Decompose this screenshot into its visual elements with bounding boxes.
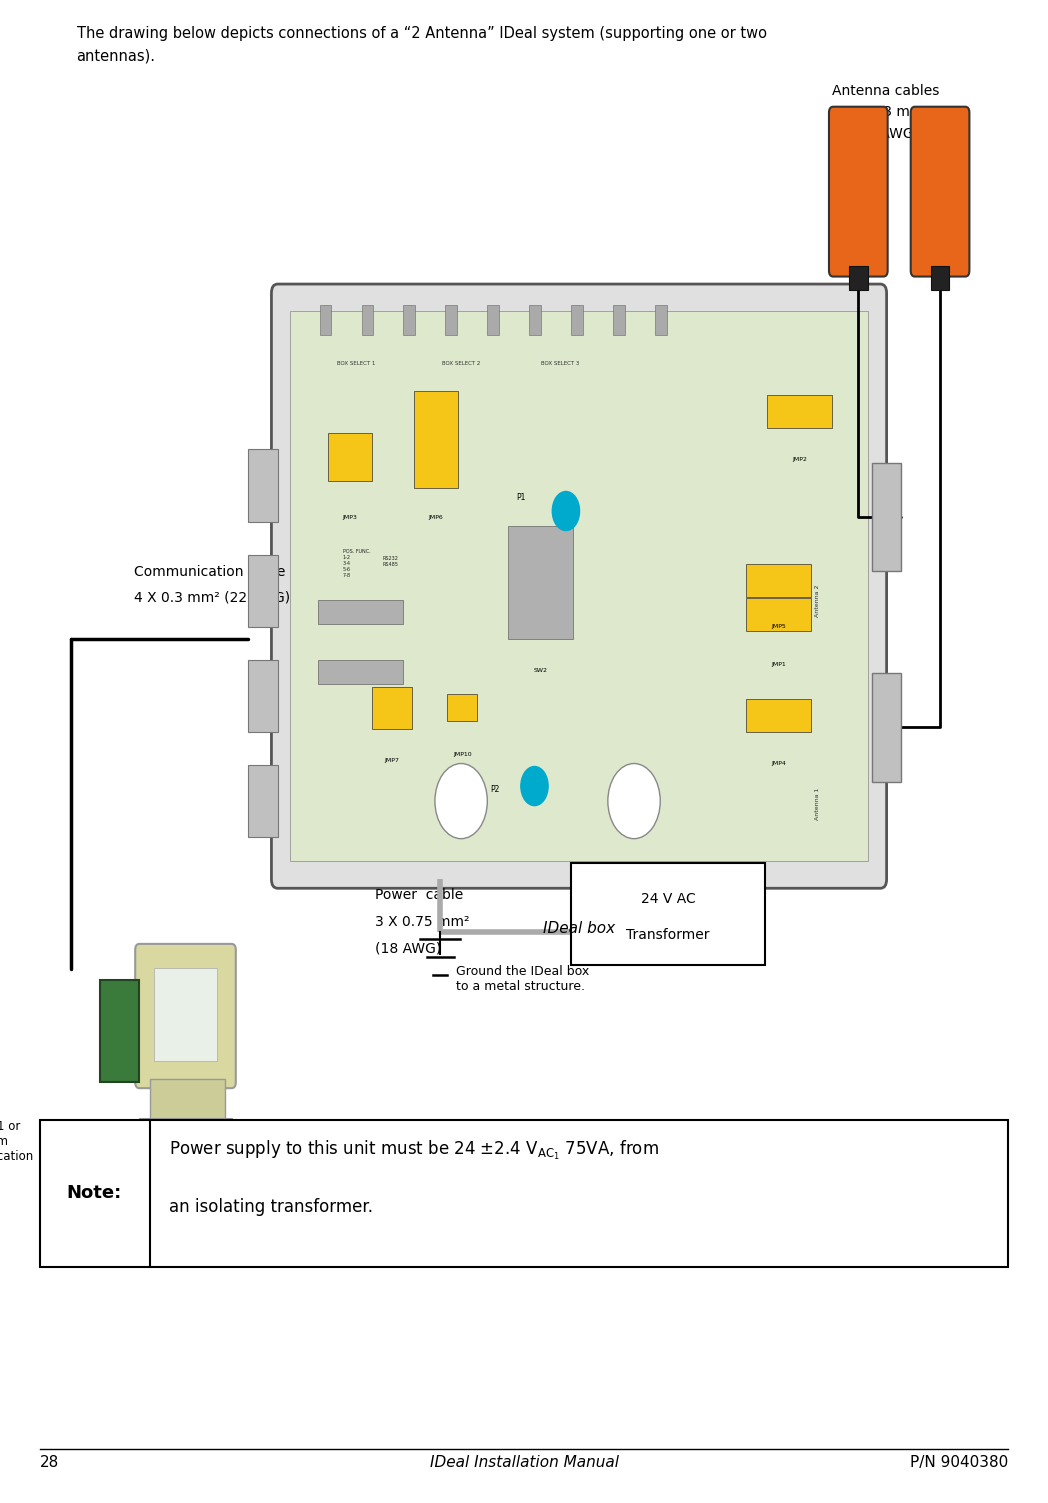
Circle shape: [435, 764, 487, 839]
FancyBboxPatch shape: [911, 107, 969, 277]
FancyBboxPatch shape: [829, 107, 888, 277]
Bar: [931, 266, 949, 290]
Text: RS232
RS485: RS232 RS485: [383, 556, 398, 567]
Bar: [318, 600, 403, 624]
Text: Power supply to this unit must be 24 $\pm$2.4 V$\mathregular{_{AC_1}}$ 75VA, fro: Power supply to this unit must be 24 $\p…: [169, 1139, 658, 1162]
Circle shape: [521, 767, 548, 806]
Text: JMP10: JMP10: [453, 752, 472, 758]
Text: P1: P1: [517, 493, 525, 502]
Text: The drawing below depicts connections of a “2 Antenna” IDeal system (supporting : The drawing below depicts connections of…: [77, 26, 766, 41]
Text: Communication cable: Communication cable: [134, 565, 285, 579]
Bar: [290, 311, 868, 861]
Bar: [362, 305, 373, 335]
Bar: [248, 449, 278, 522]
Bar: [508, 526, 573, 639]
Text: IDeal box: IDeal box: [543, 921, 615, 936]
Bar: [872, 673, 901, 782]
Bar: [849, 266, 868, 290]
Bar: [872, 463, 901, 571]
Bar: [655, 305, 667, 335]
Text: 28: 28: [40, 1455, 59, 1470]
Bar: [746, 699, 811, 732]
Bar: [318, 660, 403, 684]
Text: (18 AWG): (18 AWG): [375, 942, 441, 956]
Bar: [150, 1079, 225, 1121]
Text: Power  cable: Power cable: [375, 888, 463, 902]
Text: antennas).: antennas).: [77, 48, 155, 63]
Text: (22 AWG): (22 AWG): [853, 126, 918, 140]
Text: POS. FUNC.
1-2
3-4
5-6
7-8: POS. FUNC. 1-2 3-4 5-6 7-8: [343, 549, 370, 579]
Bar: [571, 305, 583, 335]
Text: SW2: SW2: [533, 667, 548, 673]
Bar: [487, 305, 499, 335]
Text: an isolating transformer.: an isolating transformer.: [169, 1198, 373, 1216]
Text: Antenna cables: Antenna cables: [832, 84, 939, 98]
Text: Note:: Note:: [67, 1184, 122, 1202]
Bar: [40, 1120, 1008, 1267]
Text: 6 X 0.3 mm²: 6 X 0.3 mm²: [843, 105, 929, 119]
Text: Antenna 1: Antenna 1: [815, 788, 820, 821]
Bar: [248, 765, 278, 837]
Text: BOX SELECT 1: BOX SELECT 1: [337, 361, 375, 367]
Text: Ground the IDeal box
to a metal structure.: Ground the IDeal box to a metal structur…: [456, 965, 589, 993]
FancyBboxPatch shape: [135, 944, 236, 1088]
Bar: [571, 863, 765, 965]
Text: JMP2: JMP2: [792, 457, 807, 463]
Text: Antenna 2: Antenna 2: [815, 585, 820, 618]
Bar: [746, 598, 811, 631]
Text: JMP5: JMP5: [771, 624, 786, 630]
Bar: [320, 305, 331, 335]
FancyBboxPatch shape: [271, 284, 887, 888]
Text: IDeal Installation Manual: IDeal Installation Manual: [430, 1455, 618, 1470]
Text: Transformer: Transformer: [627, 927, 709, 942]
Bar: [139, 1118, 232, 1145]
Text: JMP6: JMP6: [429, 514, 443, 520]
Bar: [154, 968, 217, 1061]
Bar: [372, 687, 412, 729]
Text: 3 X 0.75 mm²: 3 X 0.75 mm²: [375, 915, 470, 929]
Text: AfiCom1 or
AfiCom
communication
card: AfiCom1 or AfiCom communication card: [0, 1120, 34, 1178]
Bar: [767, 395, 832, 428]
Text: BOX SELECT 3: BOX SELECT 3: [542, 361, 580, 367]
Text: JMP3: JMP3: [343, 514, 357, 520]
Bar: [613, 305, 625, 335]
Text: BOX SELECT 2: BOX SELECT 2: [442, 361, 480, 367]
Bar: [414, 391, 458, 488]
Bar: [746, 564, 811, 597]
Text: P2: P2: [490, 785, 499, 794]
Circle shape: [552, 491, 580, 531]
Bar: [100, 980, 139, 1082]
Bar: [248, 555, 278, 627]
Text: JMP1: JMP1: [771, 661, 786, 667]
Bar: [403, 305, 415, 335]
Text: P/N 9040380: P/N 9040380: [910, 1455, 1008, 1470]
Bar: [328, 433, 372, 481]
Text: JMP7: JMP7: [385, 758, 399, 764]
Bar: [445, 305, 457, 335]
Circle shape: [608, 764, 660, 839]
Bar: [447, 694, 477, 721]
Text: 4 X 0.3 mm² (22 AWG): 4 X 0.3 mm² (22 AWG): [134, 591, 290, 604]
Text: JMP4: JMP4: [771, 761, 786, 767]
Bar: [529, 305, 541, 335]
Bar: [248, 660, 278, 732]
Text: 24 V AC: 24 V AC: [640, 891, 696, 906]
